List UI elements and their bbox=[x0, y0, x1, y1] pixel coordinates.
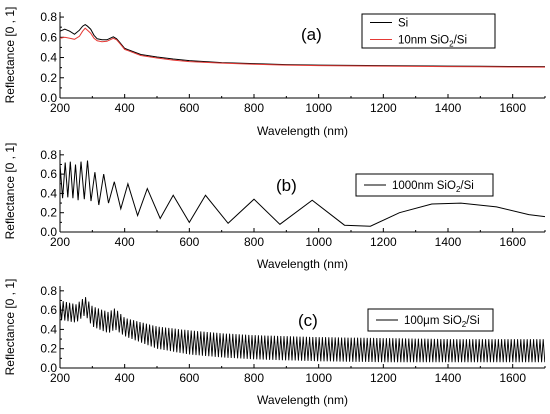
x-tick-label: 200 bbox=[50, 235, 70, 249]
plot-area bbox=[60, 297, 545, 363]
y-axis-title: Reflectance [0 , 1] bbox=[3, 7, 17, 104]
x-tick-label: 1400 bbox=[435, 101, 462, 115]
x-tick-label: 1600 bbox=[499, 371, 526, 385]
x-tick-label: 1400 bbox=[435, 371, 462, 385]
legend-text-subscript: 2 bbox=[449, 40, 454, 49]
x-tick-label: 600 bbox=[179, 371, 199, 385]
x-tick-label: 600 bbox=[179, 235, 199, 249]
y-tick-label: 0.6 bbox=[40, 30, 57, 44]
x-tick-label: 1600 bbox=[499, 101, 526, 115]
x-tick-label: 1600 bbox=[499, 235, 526, 249]
legend-text-suffix: /Si bbox=[454, 35, 467, 47]
x-tick-label: 1000 bbox=[305, 101, 332, 115]
panel-a: 200 400 600 800 1000 1200 1400 1600 0.0 0.2 0.4 0.6… bbox=[3, 7, 546, 138]
y-tick-label: 0.2 bbox=[40, 71, 57, 85]
y-tick-label: 0.4 bbox=[40, 186, 57, 200]
y-tick-label: 0.8 bbox=[40, 148, 57, 162]
legend-text-subscript: 2 bbox=[462, 320, 467, 329]
y-tick-label: 0.0 bbox=[40, 91, 57, 105]
y-tick-label: 0.6 bbox=[40, 167, 57, 181]
x-tick-label: 1200 bbox=[370, 101, 397, 115]
x-tick-label: 1200 bbox=[370, 371, 397, 385]
legend-box bbox=[361, 13, 496, 49]
x-tick-label: 400 bbox=[115, 235, 135, 249]
legend-box bbox=[355, 173, 494, 197]
legend-box bbox=[367, 308, 494, 332]
plot-area bbox=[60, 160, 545, 227]
legend-label-0: 1000nm SiO2/Si bbox=[392, 180, 474, 194]
x-tick-label: 1400 bbox=[435, 235, 462, 249]
x-tick-label: 400 bbox=[115, 371, 135, 385]
y-axis-title: Reflectance [0 , 1] bbox=[3, 143, 17, 240]
x-tick-label: 800 bbox=[244, 235, 264, 249]
y-tick-label: 0.4 bbox=[40, 51, 57, 65]
x-tick-label: 200 bbox=[50, 371, 70, 385]
legend-text-main: Si bbox=[398, 18, 408, 30]
y-tick-label: 0.8 bbox=[40, 10, 57, 24]
x-tick-label: 1000 bbox=[305, 235, 332, 249]
plot-area bbox=[60, 24, 545, 68]
legend-text-subscript: 2 bbox=[456, 185, 461, 194]
x-axis-title: Wavelength (nm) bbox=[257, 393, 348, 407]
x-axis-title: Wavelength (nm) bbox=[257, 257, 348, 271]
y-tick-label: 0.2 bbox=[40, 342, 57, 356]
legend-label-1: 10nm SiO2/Si bbox=[398, 35, 467, 49]
y-tick-label: 0.8 bbox=[40, 284, 57, 298]
x-tick-label: 400 bbox=[115, 101, 135, 115]
panel-label: (c) bbox=[298, 311, 318, 330]
y-tick-label: 0.0 bbox=[40, 361, 57, 375]
legend-label-0: 100μm SiO2/Si bbox=[404, 315, 480, 329]
legend-label-0: Si bbox=[398, 18, 408, 30]
panel-label: (a) bbox=[301, 25, 322, 44]
panel-b: 200 400 600 800 1000 1200 1400 1600 0.0 0.2 0.4 0.6… bbox=[3, 143, 546, 271]
series-line-0 bbox=[60, 297, 545, 363]
legend-text-suffix: /Si bbox=[460, 180, 473, 192]
legend-text-main: 100μm SiO bbox=[404, 315, 462, 327]
x-tick-label: 800 bbox=[244, 371, 264, 385]
x-tick-label: 800 bbox=[244, 101, 264, 115]
y-tick-label: 0.6 bbox=[40, 303, 57, 317]
y-tick-label: 0.0 bbox=[40, 225, 57, 239]
legend-text-main: 10nm SiO bbox=[398, 35, 449, 47]
y-tick-label: 0.4 bbox=[40, 322, 57, 336]
series-line-1 bbox=[60, 27, 545, 68]
panel-label: (b) bbox=[276, 176, 297, 195]
y-axis-title: Reflectance [0 , 1] bbox=[3, 279, 17, 376]
legend-text-suffix: /Si bbox=[466, 315, 479, 327]
panel-c: 200 400 600 800 1000 1200 1400 1600 0.0 0.2 0.4 0.6… bbox=[3, 279, 546, 407]
x-axis-title: Wavelength (nm) bbox=[257, 124, 348, 138]
x-tick-label: 600 bbox=[179, 101, 199, 115]
x-tick-label: 1200 bbox=[370, 235, 397, 249]
series-line-0 bbox=[60, 160, 545, 227]
x-tick-label: 1000 bbox=[305, 371, 332, 385]
x-tick-label: 200 bbox=[50, 101, 70, 115]
legend-text-main: 1000nm SiO bbox=[392, 180, 456, 192]
y-tick-label: 0.2 bbox=[40, 206, 57, 220]
